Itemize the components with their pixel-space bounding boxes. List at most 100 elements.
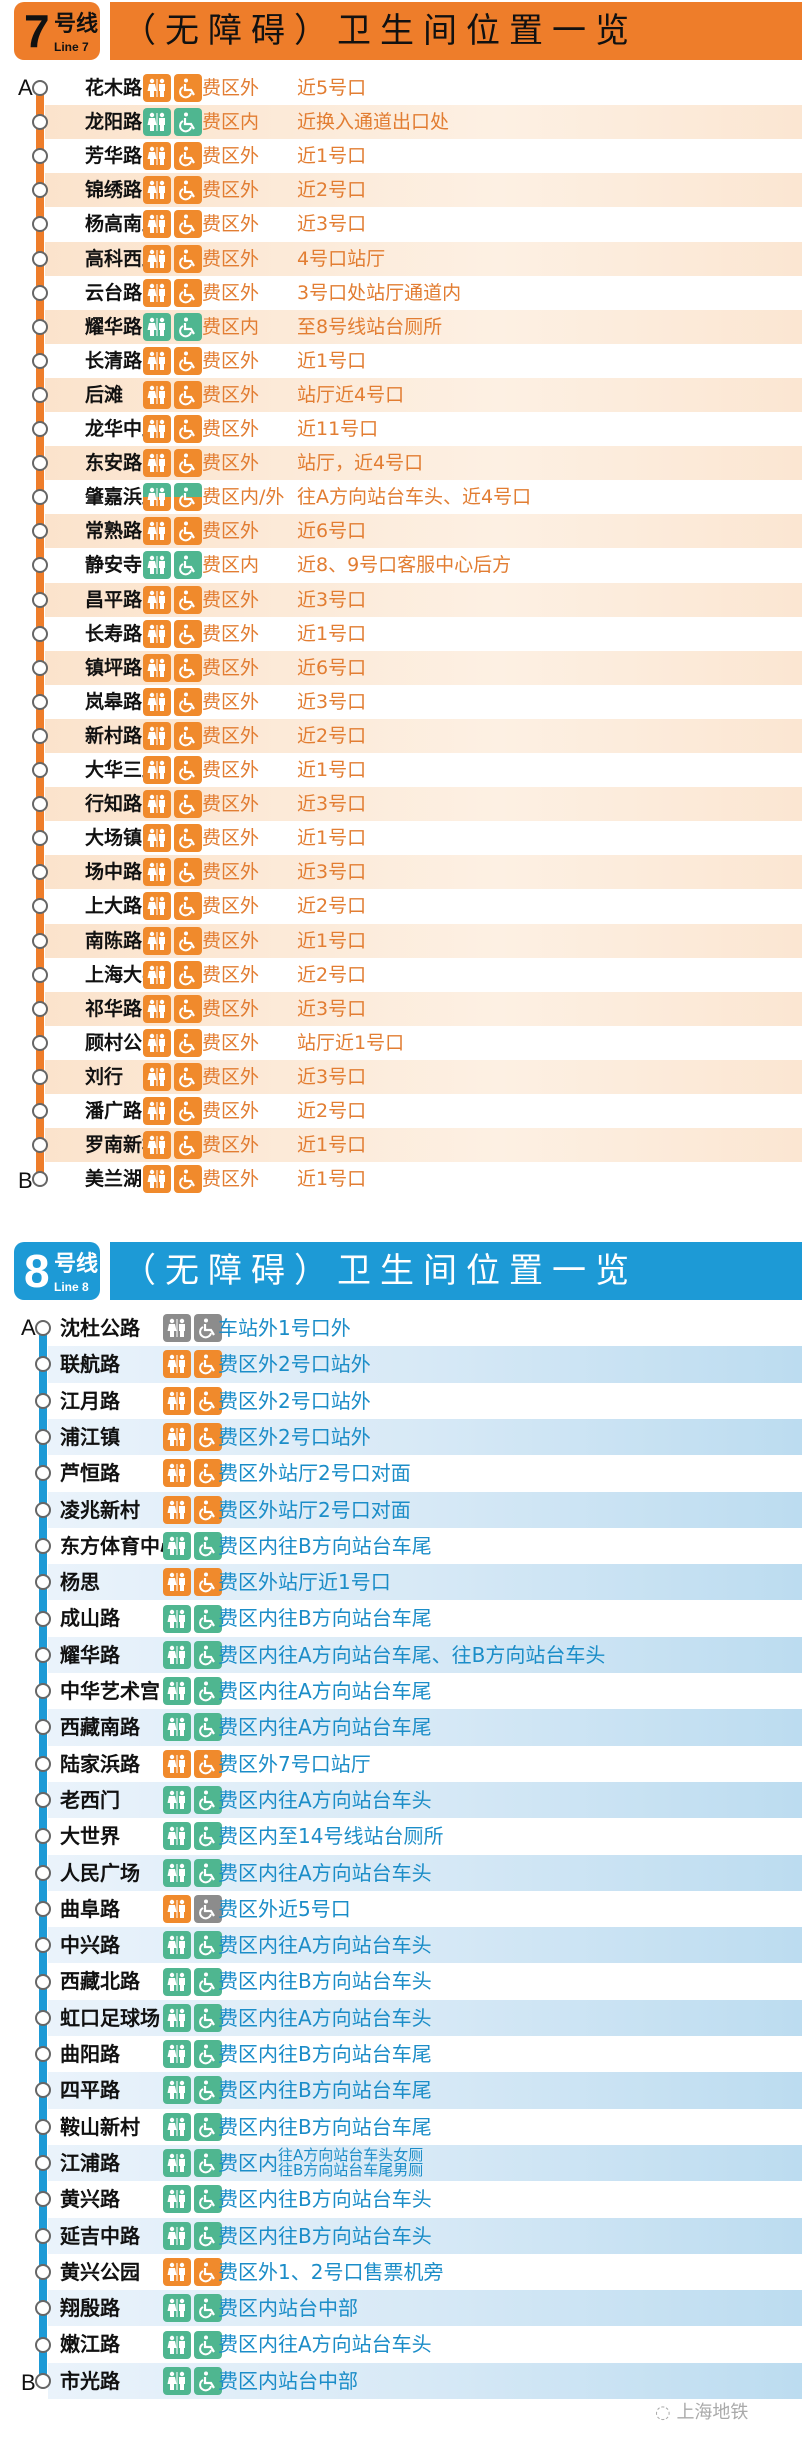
row-stripe	[45, 446, 802, 481]
row-stripe	[48, 2290, 802, 2327]
toilet-location: 往A方向站台车尾	[278, 1715, 432, 1740]
toilet-location: 近6号口	[297, 520, 367, 543]
wheelchair-icon	[174, 1097, 202, 1126]
toilet-icon	[163, 2221, 191, 2250]
toilet-icon	[143, 994, 171, 1023]
row-stripe	[45, 718, 802, 753]
toilet-location: 站厅，近4号口	[297, 452, 424, 475]
station-row: 龙阳路 费区内 近换入通道出口处	[0, 105, 802, 140]
wheelchair-icon	[174, 380, 202, 409]
station-dot	[35, 1937, 51, 1954]
wheelchair-icon	[194, 1604, 222, 1633]
row-stripe	[48, 1418, 802, 1456]
wheelchair-icon	[194, 2076, 222, 2105]
row-stripe	[48, 2144, 802, 2182]
toilet-location: 近1号口	[297, 145, 367, 168]
wheelchair-icon	[174, 210, 202, 239]
toilet-location: 往B方向站台车尾	[278, 1606, 432, 1631]
wheelchair-icon	[194, 1713, 222, 1742]
wheelchair-icon	[174, 824, 202, 853]
fare-zone: 费区外	[202, 1031, 260, 1054]
fare-zone: 费区内	[218, 2187, 278, 2212]
fare-zone: 费区外	[218, 1497, 278, 1522]
toilet-location: 往A方向站台车头女厕 往B方向站台车尾男厕	[278, 2146, 424, 2180]
station-name: 延吉中路	[60, 2223, 140, 2248]
station-name: 顾村公园	[85, 1031, 162, 1054]
toilet-location: 往A方向站台车头	[278, 1933, 432, 1958]
fare-zone: 费区外	[202, 281, 260, 304]
station-dot	[32, 250, 48, 267]
toilet-icon	[163, 1858, 191, 1887]
station-dot	[32, 727, 48, 744]
toilet-location: 近3号口	[297, 997, 367, 1020]
toilet-icon	[143, 824, 171, 853]
station-name: 浦江镇	[60, 1424, 120, 1449]
station-dot	[32, 1137, 48, 1154]
station-row: 虹口足球场 费区内 往A方向站台车头	[0, 1999, 802, 2036]
station-row: 龙华中路 费区外 近11号口	[0, 412, 802, 446]
line-7-header: 7 号线 Line 7 （无障碍）卫生间位置一览	[0, 2, 802, 60]
toilet-icon	[143, 790, 171, 819]
station-dot	[35, 2227, 51, 2244]
fare-zone: 费区外	[202, 247, 260, 270]
station-dot	[32, 455, 48, 472]
toilet-icon	[143, 653, 171, 682]
fare-zone: 费区外	[202, 793, 260, 816]
station-name: 新村路	[85, 724, 143, 747]
toilet-location: 站厅近4号口	[297, 383, 405, 406]
toilet-icon	[143, 960, 171, 989]
station-dot	[35, 1900, 51, 1917]
station-row: 陆家浜路 费区外 7号口站厅	[0, 1746, 802, 1782]
station-dot	[35, 1356, 51, 1373]
row-stripe	[45, 105, 802, 140]
station-dot	[35, 1610, 51, 1627]
station-dot	[32, 284, 48, 301]
station-dot	[32, 318, 48, 335]
station-name: 西藏南路	[60, 1715, 140, 1740]
toilet-icon	[163, 2003, 191, 2032]
toilet-icon	[143, 858, 171, 887]
station-dot	[32, 693, 48, 710]
station-row: 黄兴公园 费区外 1、2号口售票机旁	[0, 2254, 802, 2290]
wheelchair-icon	[174, 278, 202, 307]
station-name: 长清路	[85, 349, 143, 372]
toilet-icon	[143, 892, 171, 921]
toilet-icon	[143, 483, 171, 512]
station-name: 大世界	[60, 1824, 120, 1849]
station-row: 大场镇 费区外 近1号口	[0, 821, 802, 855]
toilet-icon	[143, 244, 171, 273]
toilet-location: 近6号口	[297, 656, 367, 679]
fare-zone: 费区外	[218, 1570, 278, 1595]
station-row: 镇坪路 费区外 近6号口	[0, 650, 802, 685]
station-dot	[35, 2155, 51, 2172]
fare-zone: 费区内	[218, 2114, 278, 2139]
station-name: 上大路	[85, 895, 143, 918]
station-dot	[32, 762, 48, 779]
toilet-icon	[163, 2112, 191, 2141]
wheelchair-icon	[174, 1062, 202, 1091]
toilet-location: 7号口站厅	[278, 1751, 371, 1776]
line-number: 7	[24, 5, 50, 57]
station-dot	[32, 830, 48, 847]
toilet-location: 往B方向站台车尾	[278, 2078, 432, 2103]
wheelchair-icon	[174, 74, 202, 103]
fare-zone: 费区内	[218, 1933, 278, 1958]
section-title: （无障碍）卫生间位置一览	[110, 2, 802, 60]
terminus-b-label: B	[21, 2369, 36, 2395]
toilet-location: 至8号线站台厕所	[297, 315, 443, 338]
toilet-icon	[163, 1822, 191, 1851]
toilet-location: 近2号口	[297, 1100, 367, 1122]
wheelchair-icon	[174, 551, 202, 580]
wheelchair-icon	[174, 756, 202, 785]
station-dot	[35, 2046, 51, 2063]
line-suffix: 号线	[54, 12, 99, 37]
toilet-icon	[143, 380, 171, 409]
toilet-location: 近3号口	[297, 861, 367, 884]
wheelchair-icon	[174, 108, 202, 137]
station-row: 鞍山新村 费区内 往B方向站台车尾	[0, 2109, 802, 2145]
wheelchair-icon	[194, 1568, 222, 1597]
station-dot	[32, 659, 48, 676]
station-dot	[32, 386, 48, 403]
wheelchair-icon	[194, 1423, 222, 1452]
toilet-location: 近3号口	[297, 1065, 367, 1088]
